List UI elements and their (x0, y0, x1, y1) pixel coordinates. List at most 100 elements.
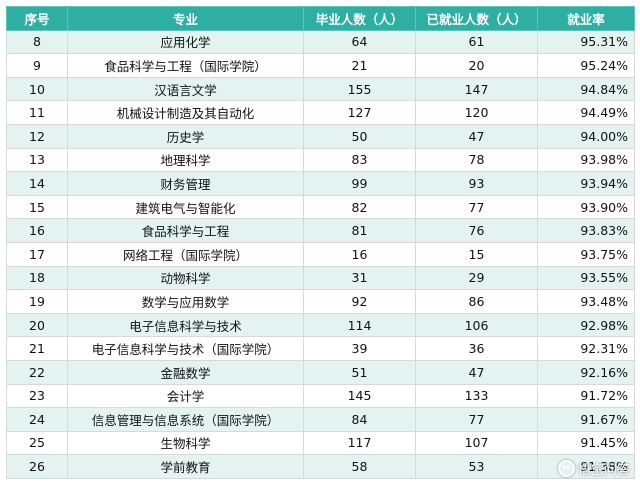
header-employed: 已就业人数（人） (415, 6, 538, 31)
employment-rate-table: 序号 专业 毕业人数（人） 已就业人数（人） 就业率 8 应用化学 64 61 95.3… (6, 6, 635, 479)
cell-index: 21 (6, 336, 68, 361)
table-row: 21 电子信息科学与技术（国际学院） 39 36 92.31% (6, 336, 635, 361)
cell-employed: 47 (415, 123, 538, 149)
cell-index: 18 (6, 265, 68, 291)
cell-index: 11 (6, 100, 68, 125)
cell-major: 网络工程（国际学院） (67, 241, 304, 267)
cell-index: 25 (6, 430, 68, 456)
table-body: 8 应用化学 64 61 95.31% 9 食品科学与工程（国际学院） 21 20 95.24% 1… (6, 29, 635, 479)
table-row: 17 网络工程（国际学院） 16 15 93.75% (6, 241, 635, 267)
cell-graduates: 114 (303, 312, 416, 338)
header-rate: 就业率 (537, 6, 635, 31)
cell-rate: 93.75% (537, 241, 635, 267)
cell-major: 生物科学 (67, 430, 304, 456)
table-row: 24 信息管理与信息系统（国际学院） 84 77 91.67% (6, 407, 635, 432)
cell-major: 动物科学 (67, 265, 304, 291)
cell-index: 12 (6, 123, 68, 149)
cell-employed: 15 (415, 241, 538, 267)
cell-employed: 133 (415, 383, 538, 409)
cell-graduates: 99 (303, 171, 416, 196)
cell-graduates: 127 (303, 100, 416, 125)
table-row: 13 地理科学 83 78 93.98% (6, 147, 635, 173)
cell-major: 信息管理与信息系统（国际学院） (67, 407, 304, 432)
table-row: 15 建筑电气与智能化 82 77 93.90% (6, 194, 635, 220)
cell-rate: 92.16% (537, 359, 635, 385)
cell-major: 历史学 (67, 123, 304, 149)
cell-graduates: 58 (303, 454, 416, 479)
cell-employed: 147 (415, 76, 538, 102)
cell-index: 14 (6, 171, 68, 196)
table-row: 8 应用化学 64 61 95.31% (6, 29, 635, 55)
cell-employed: 61 (415, 29, 538, 55)
cell-graduates: 82 (303, 194, 416, 220)
cell-index: 20 (6, 312, 68, 338)
cell-employed: 36 (415, 336, 538, 361)
cell-rate: 95.31% (537, 29, 635, 55)
table-row: 18 动物科学 31 29 93.55% (6, 265, 635, 291)
cell-index: 19 (6, 289, 68, 314)
header-index: 序号 (6, 6, 68, 31)
cell-major: 学前教育 (67, 454, 304, 479)
table-row: 23 会计学 145 133 91.72% (6, 383, 635, 409)
cell-index: 8 (6, 29, 68, 55)
cell-rate: 91.72% (537, 383, 635, 409)
cell-rate: 93.83% (537, 218, 635, 243)
table-row: 22 金融数学 51 47 92.16% (6, 359, 635, 385)
cell-graduates: 64 (303, 29, 416, 55)
cell-rate: 94.00% (537, 123, 635, 149)
table-row: 10 汉语言文学 155 147 94.84% (6, 76, 635, 102)
cell-rate: 91.67% (537, 407, 635, 432)
cell-rate: 92.98% (537, 312, 635, 338)
cell-graduates: 155 (303, 76, 416, 102)
cell-employed: 78 (415, 147, 538, 173)
cell-employed: 120 (415, 100, 538, 125)
cell-major: 地理科学 (67, 147, 304, 173)
cell-employed: 93 (415, 171, 538, 196)
cell-major: 食品科学与工程 (67, 218, 304, 243)
cell-rate: 94.84% (537, 76, 635, 102)
cell-graduates: 50 (303, 123, 416, 149)
table-row: 9 食品科学与工程（国际学院） 21 20 95.24% (6, 53, 635, 78)
cell-major: 电子信息科学与技术（国际学院） (67, 336, 304, 361)
table-row: 19 数学与应用数学 92 86 93.48% (6, 289, 635, 314)
cell-major: 汉语言文学 (67, 76, 304, 102)
cell-rate: 93.48% (537, 289, 635, 314)
cell-graduates: 117 (303, 430, 416, 456)
cell-major: 数学与应用数学 (67, 289, 304, 314)
header-major: 专业 (67, 6, 304, 31)
cell-graduates: 92 (303, 289, 416, 314)
table-row: 16 食品科学与工程 81 76 93.83% (6, 218, 635, 243)
table-row: 20 电子信息科学与技术 114 106 92.98% (6, 312, 635, 338)
table-row: 11 机械设计制造及其自动化 127 120 94.49% (6, 100, 635, 125)
table-header-row: 序号 专业 毕业人数（人） 已就业人数（人） 就业率 (6, 6, 635, 31)
cell-major: 会计学 (67, 383, 304, 409)
cell-employed: 76 (415, 218, 538, 243)
cell-major: 财务管理 (67, 171, 304, 196)
cell-index: 13 (6, 147, 68, 173)
cell-index: 26 (6, 454, 68, 479)
employment-table-container: 序号 专业 毕业人数（人） 已就业人数（人） 就业率 8 应用化学 64 61 95.3… (6, 6, 635, 479)
cell-graduates: 16 (303, 241, 416, 267)
cell-index: 10 (6, 76, 68, 102)
header-graduates: 毕业人数（人） (303, 6, 416, 31)
cell-rate: 92.31% (537, 336, 635, 361)
cell-employed: 86 (415, 289, 538, 314)
cell-employed: 53 (415, 454, 538, 479)
cell-major: 机械设计制造及其自动化 (67, 100, 304, 125)
cell-employed: 20 (415, 53, 538, 78)
cell-graduates: 39 (303, 336, 416, 361)
cell-graduates: 84 (303, 407, 416, 432)
cell-major: 食品科学与工程（国际学院） (67, 53, 304, 78)
cell-graduates: 81 (303, 218, 416, 243)
cell-employed: 77 (415, 194, 538, 220)
cell-major: 建筑电气与智能化 (67, 194, 304, 220)
cell-rate: 93.98% (537, 147, 635, 173)
cell-index: 16 (6, 218, 68, 243)
cell-graduates: 21 (303, 53, 416, 78)
table-row: 14 财务管理 99 93 93.94% (6, 171, 635, 196)
cell-rate: 93.94% (537, 171, 635, 196)
cell-employed: 107 (415, 430, 538, 456)
cell-rate: 94.49% (537, 100, 635, 125)
cell-index: 22 (6, 359, 68, 385)
cell-graduates: 31 (303, 265, 416, 291)
